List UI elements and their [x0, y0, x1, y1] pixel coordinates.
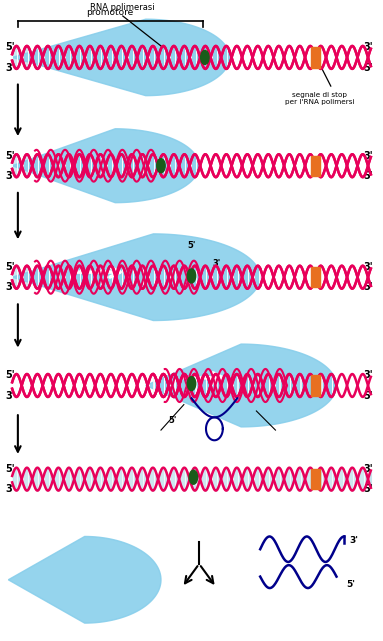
Text: 5': 5': [5, 42, 15, 52]
Text: 3': 3': [363, 42, 373, 52]
Bar: [311, 47, 320, 67]
Text: 5': 5': [5, 262, 15, 272]
Text: 3': 3': [5, 171, 15, 181]
Text: 5': 5': [363, 63, 373, 72]
Text: 3': 3': [5, 390, 15, 401]
Polygon shape: [146, 344, 337, 427]
Polygon shape: [12, 129, 199, 203]
Text: 3': 3': [212, 259, 221, 268]
Bar: [311, 375, 320, 395]
Circle shape: [201, 51, 209, 65]
Text: 5': 5': [5, 151, 15, 160]
Text: promotore: promotore: [86, 8, 133, 17]
Circle shape: [187, 269, 196, 283]
Bar: [311, 156, 320, 176]
Bar: [311, 267, 320, 287]
Circle shape: [157, 159, 165, 172]
Polygon shape: [12, 234, 260, 320]
Text: 5': 5': [363, 390, 373, 401]
Text: 3': 3': [5, 485, 15, 494]
Text: RNA polimerasi: RNA polimerasi: [90, 3, 155, 12]
Text: 5': 5': [187, 242, 196, 251]
Text: 5': 5': [363, 171, 373, 181]
Text: 3': 3': [350, 536, 359, 545]
Polygon shape: [8, 537, 161, 623]
Circle shape: [187, 376, 196, 390]
Text: 3': 3': [363, 151, 373, 160]
Text: 3': 3': [5, 63, 15, 72]
Text: 3': 3': [363, 262, 373, 272]
Polygon shape: [12, 19, 230, 96]
Text: 5': 5': [363, 485, 373, 494]
Text: 3': 3': [363, 464, 373, 474]
Text: 5': 5': [168, 416, 177, 425]
Text: segnale di stop
per l'RNA polimersi: segnale di stop per l'RNA polimersi: [285, 92, 354, 106]
Text: 5': 5': [5, 464, 15, 474]
Text: 5': 5': [5, 370, 15, 380]
Text: 3': 3': [5, 283, 15, 292]
Text: 5': 5': [363, 283, 373, 292]
Text: 3': 3': [363, 370, 373, 380]
Circle shape: [189, 470, 198, 484]
Bar: [311, 469, 320, 489]
Text: 5': 5': [346, 580, 355, 589]
